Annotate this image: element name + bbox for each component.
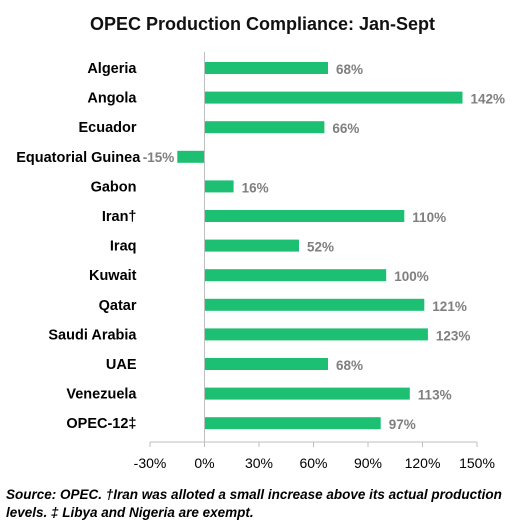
chart-title: OPEC Production Compliance: Jan-Sept xyxy=(89,14,436,34)
x-tick-label: 120% xyxy=(405,455,441,471)
bar xyxy=(204,417,381,430)
value-label: 66% xyxy=(332,121,359,136)
value-label: 16% xyxy=(242,180,269,195)
value-label: 52% xyxy=(307,240,334,255)
value-label: 113% xyxy=(418,388,452,403)
value-label: 68% xyxy=(336,358,363,373)
bar xyxy=(204,180,234,193)
x-tick-label: 0% xyxy=(194,455,214,471)
bars-layer xyxy=(177,62,463,430)
category-label: Kuwait xyxy=(89,268,137,284)
value-label: 97% xyxy=(389,417,416,432)
category-label: Ecuador xyxy=(78,120,136,136)
category-label: Algeria xyxy=(87,61,137,77)
value-label: 100% xyxy=(394,269,429,284)
category-label: UAE xyxy=(106,357,137,373)
bar xyxy=(177,150,205,163)
bar xyxy=(204,269,387,282)
bar xyxy=(204,328,428,341)
category-label: Equatorial Guinea xyxy=(16,150,141,166)
value-label: 123% xyxy=(436,328,471,343)
x-axis: -30% 0% 30% 60% 90% 120% 150% xyxy=(134,52,495,471)
x-tick-label: 30% xyxy=(245,455,273,471)
category-label: Qatar xyxy=(99,298,137,314)
value-label: 110% xyxy=(412,210,446,225)
bar xyxy=(204,298,425,311)
value-label: 68% xyxy=(336,62,363,77)
bar xyxy=(204,210,405,222)
category-label: Iran† xyxy=(102,209,137,225)
x-tick-label: -30% xyxy=(134,455,167,471)
x-tick-label: 90% xyxy=(354,455,382,471)
source-note: Source: OPEC. †Iran was alloted a small … xyxy=(6,487,502,520)
category-label: Saudi Arabia xyxy=(48,327,137,343)
bar xyxy=(204,121,325,134)
labels-layer: Algeria 68% Angola 142% Ecuador 66% Equatorial… xyxy=(16,61,505,432)
x-tick-label: 60% xyxy=(299,455,327,471)
bar xyxy=(204,387,410,400)
category-label: Venezuela xyxy=(66,387,137,403)
category-label: Iraq xyxy=(110,239,137,255)
bar xyxy=(204,358,328,370)
x-tick-label: 150% xyxy=(459,455,495,471)
category-label: OPEC-12‡ xyxy=(66,416,136,432)
value-label: 121% xyxy=(432,299,467,314)
category-label: Gabon xyxy=(91,179,137,195)
value-label: 142% xyxy=(471,92,506,107)
bar xyxy=(204,62,328,74)
category-label: Angola xyxy=(87,91,137,107)
value-label: -15% xyxy=(143,150,175,165)
bar xyxy=(204,239,299,252)
bar xyxy=(204,91,463,104)
